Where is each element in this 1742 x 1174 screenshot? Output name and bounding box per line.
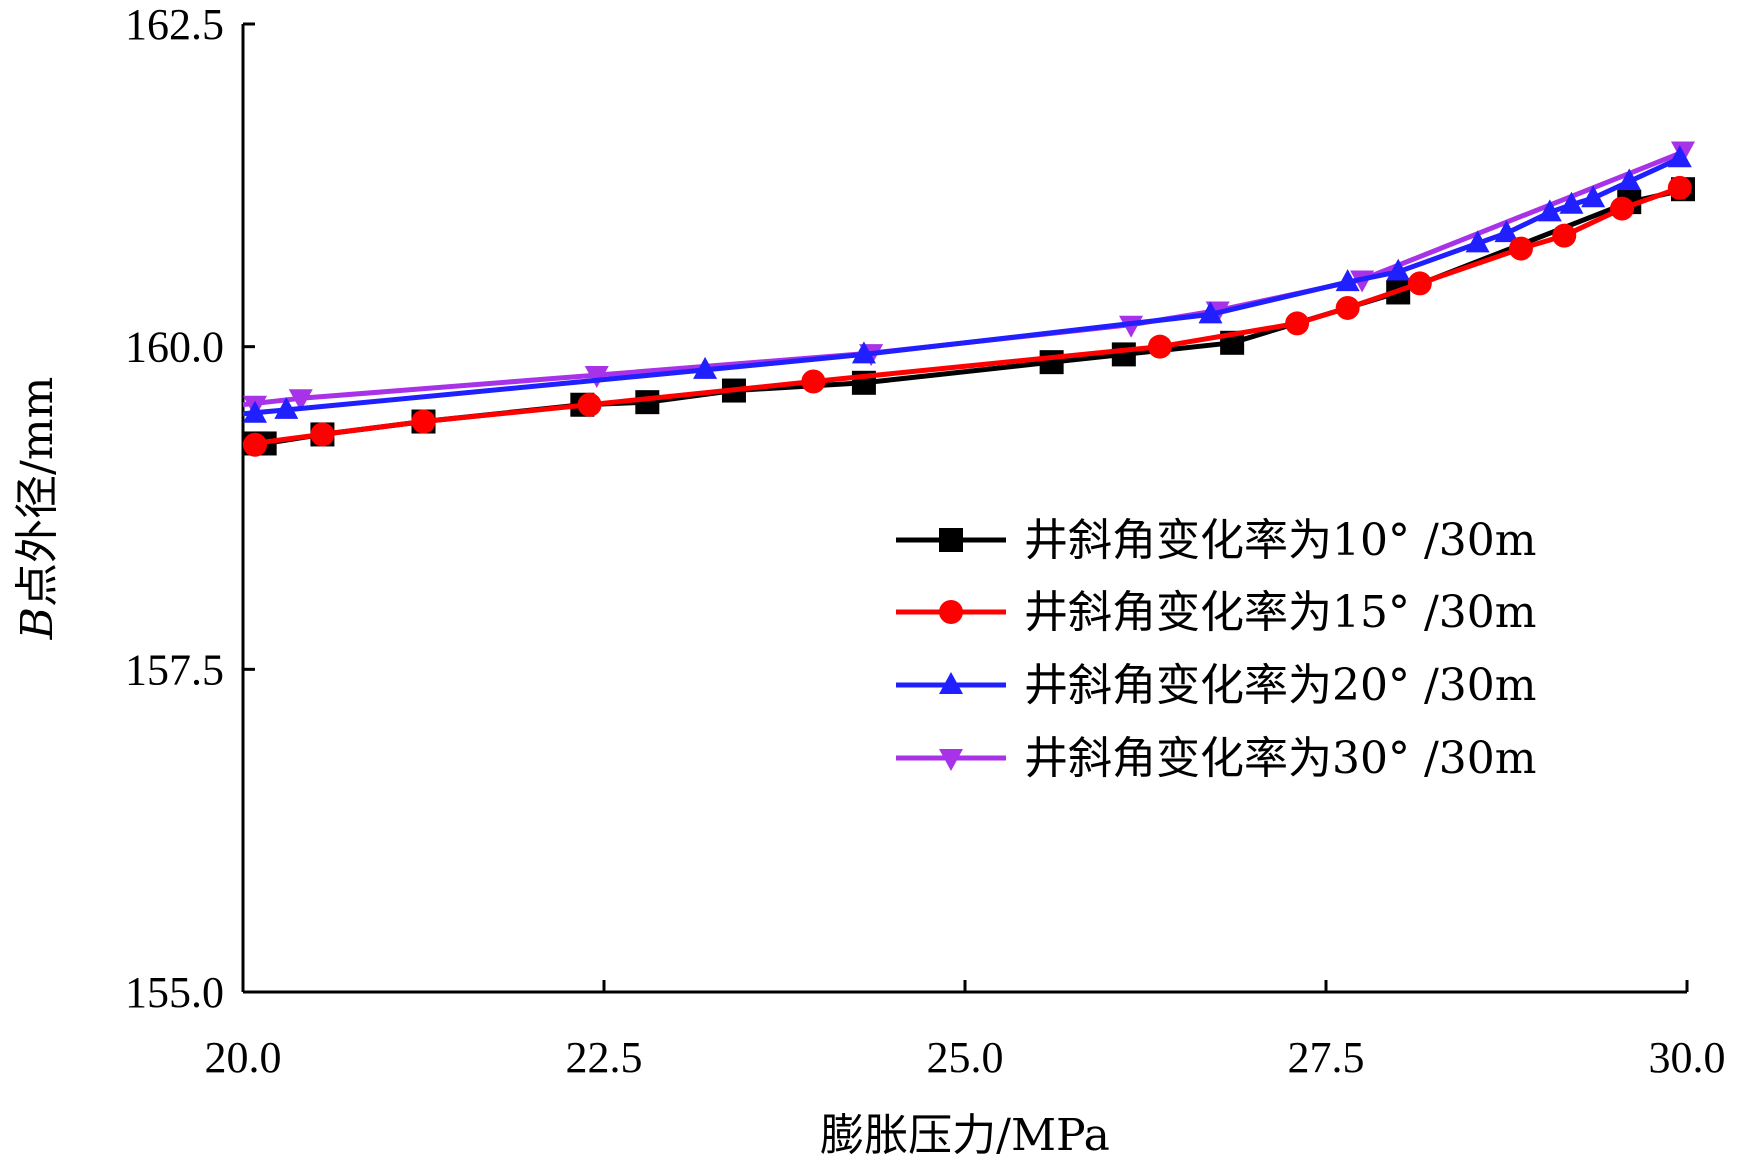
series-4 — [242, 141, 1695, 418]
y-ticks: 155.0 157.5 160.0 162.5 — [125, 0, 255, 1017]
data-point — [1039, 350, 1064, 375]
x-ticks: 20.0 22.5 25.0 27.5 30.0 — [205, 980, 1726, 1082]
legend-label: 井斜角变化率为10° /30m — [1024, 515, 1537, 566]
series-1 — [243, 177, 1695, 456]
legend-swatch-marker — [939, 528, 963, 552]
data-point — [1335, 269, 1360, 292]
x-tick-label: 30.0 — [1649, 1033, 1726, 1082]
x-tick-label: 20.0 — [205, 1033, 282, 1082]
legend-label: 井斜角变化率为20° /30m — [1024, 660, 1537, 711]
y-tick-label: 157.5 — [125, 645, 224, 694]
y-tick-label: 155.0 — [125, 968, 224, 1017]
legend-swatch-marker — [939, 672, 963, 694]
data-point — [310, 422, 335, 447]
data-point — [851, 341, 876, 364]
series-2 — [242, 175, 1692, 457]
data-point — [1465, 230, 1490, 253]
data-point — [1552, 223, 1577, 248]
data-point — [1610, 196, 1635, 221]
legend-item: 井斜角变化率为10° /30m — [896, 515, 1537, 566]
data-point — [411, 409, 436, 434]
data-point — [1111, 342, 1136, 367]
data-point — [1285, 311, 1310, 336]
data-point — [1508, 236, 1533, 261]
legend-swatch-marker — [939, 749, 963, 771]
data-point — [1386, 258, 1411, 281]
data-point — [1667, 175, 1692, 200]
data-point — [1617, 168, 1642, 191]
data-point — [1335, 295, 1360, 320]
y-axis-title-italic: B — [12, 607, 63, 640]
series-3 — [242, 145, 1692, 423]
legend-item: 井斜角变化率为30° /30m — [896, 733, 1537, 784]
x-tick-label: 22.5 — [566, 1033, 643, 1082]
data-point — [801, 369, 826, 394]
data-point — [288, 389, 313, 412]
y-tick-label: 162.5 — [125, 0, 224, 49]
legend-label: 井斜角变化率为30° /30m — [1024, 733, 1537, 784]
legend-label: 井斜角变化率为15° /30m — [1024, 587, 1537, 638]
data-point — [577, 392, 602, 417]
data-point — [1667, 145, 1692, 168]
series-line — [242, 185, 1681, 448]
data-point — [1581, 185, 1606, 208]
legend: 井斜角变化率为10° /30m 井斜角变化率为15° /30m 井斜角变化率为20°… — [896, 515, 1537, 784]
data-point — [1198, 301, 1223, 324]
data-point — [635, 390, 660, 415]
data-point — [274, 396, 299, 419]
legend-swatch-marker — [939, 600, 963, 624]
series-group — [242, 141, 1695, 457]
series-line — [242, 155, 1681, 417]
series-line — [243, 186, 1688, 446]
legend-item: 井斜角变化率为20° /30m — [896, 660, 1537, 711]
x-axis-title: 膨胀压力/MPa — [820, 1110, 1110, 1161]
data-point — [243, 432, 267, 457]
y-axis-title-rest: 点外径/mm — [12, 377, 63, 607]
data-point — [243, 400, 267, 423]
data-point — [1407, 271, 1432, 296]
data-point — [1147, 334, 1172, 359]
data-point — [693, 356, 718, 379]
data-point — [1559, 191, 1584, 214]
y-axis-title: B点外径/mm — [12, 377, 63, 641]
data-point — [1537, 199, 1562, 222]
y-tick-label: 160.0 — [125, 323, 224, 372]
x-tick-label: 27.5 — [1288, 1033, 1365, 1082]
data-point — [584, 366, 609, 389]
data-point — [1494, 220, 1519, 243]
legend-item: 井斜角变化率为15° /30m — [896, 587, 1537, 638]
x-tick-label: 25.0 — [927, 1033, 1004, 1082]
axes — [241, 24, 1687, 994]
